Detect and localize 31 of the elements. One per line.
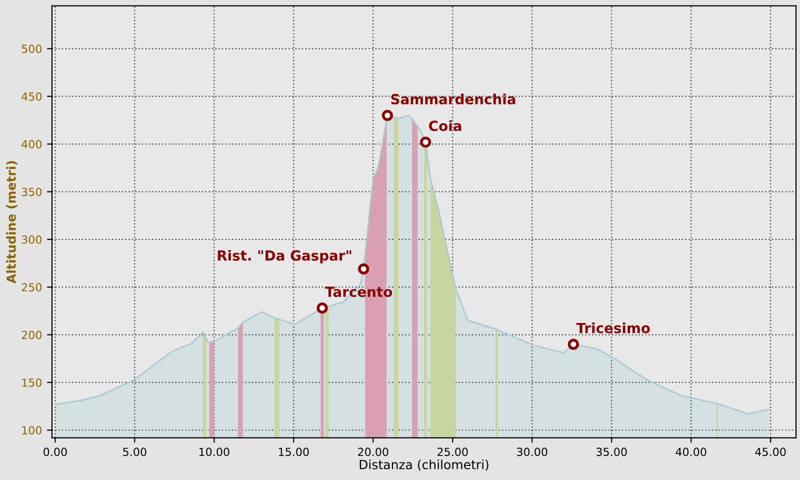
x-tick-label: 10.00 xyxy=(199,448,230,456)
y-tick-label: 100 xyxy=(22,426,42,435)
x-tick-label: 45.00 xyxy=(755,448,786,456)
point xyxy=(358,263,370,275)
annotation: Coia xyxy=(429,120,462,132)
y-tick-label: 300 xyxy=(22,235,42,244)
annotation: Sammardenchia xyxy=(391,94,516,104)
x-tick-label: 15.00 xyxy=(278,448,309,456)
x-tick-label: 30.00 xyxy=(517,448,548,456)
y-tick-label: 150 xyxy=(22,378,42,387)
x-tick-label: 20.00 xyxy=(358,448,388,456)
x-tick-label: 40.00 xyxy=(676,448,706,456)
point xyxy=(568,338,579,350)
annotation: Rist. "Da Gaspar" xyxy=(218,250,352,264)
annotation: Tricesimo xyxy=(576,322,650,334)
y-tick-label: 350 xyxy=(22,188,42,196)
y-tick-label: 500 xyxy=(22,44,42,54)
y-tick-label: 400 xyxy=(22,140,42,148)
y-axis-title: Altitudine (metri) xyxy=(6,161,18,284)
x-tick-label: 35.00 xyxy=(596,448,627,456)
x-tick-label: 5.00 xyxy=(123,448,146,456)
point xyxy=(316,302,328,314)
y-tick-label: 200 xyxy=(22,330,42,340)
y-tick-label: 450 xyxy=(22,92,42,101)
point xyxy=(382,110,393,121)
y-tick-label: 250 xyxy=(22,283,42,292)
x-tick-label: 0.00 xyxy=(44,448,67,456)
point xyxy=(420,136,432,148)
annotation: Tarcento xyxy=(325,286,392,298)
x-axis-title: Distanza (chilometri) xyxy=(360,460,488,471)
x-tick-label: 25.00 xyxy=(438,448,468,456)
